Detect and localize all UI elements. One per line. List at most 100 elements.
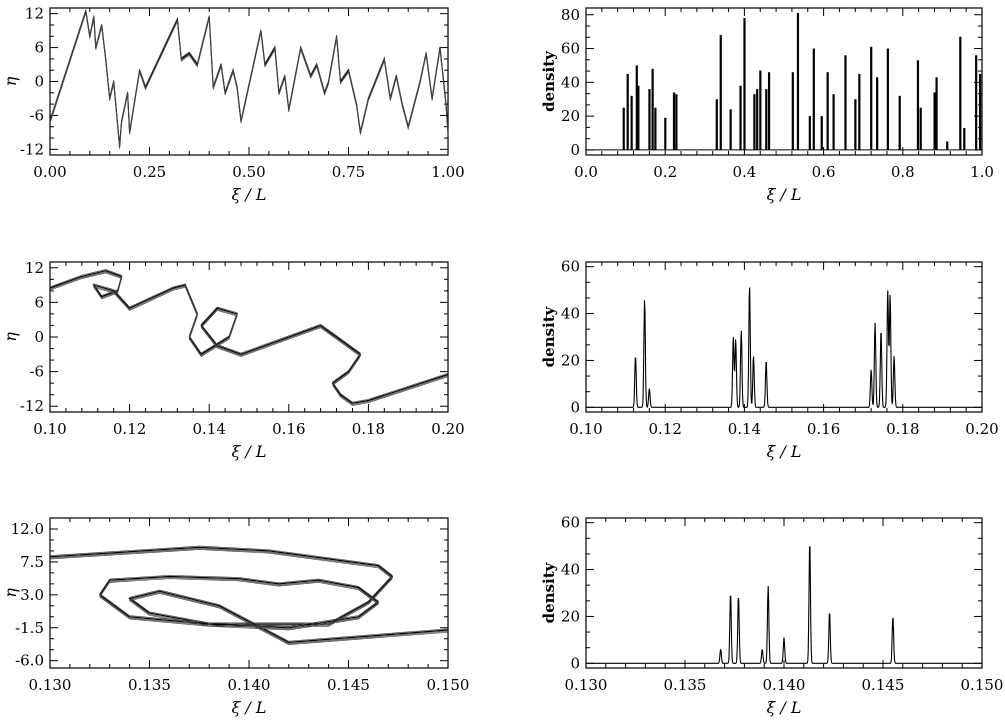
density-full-spike [630,95,633,150]
phase-zoom1-curve [49,269,449,403]
density-zoom2-xtick-label: 0.130 [565,676,608,694]
density-full-spike [886,48,889,150]
density-full-ylabel: density [540,50,558,112]
density-full-ytick-label: 20 [561,107,580,125]
density-full-spike [715,99,718,150]
phase-zoom2-xtick-label: 0.140 [228,676,271,694]
phase-full-ytick-label: 6 [34,39,44,57]
phase-full-ytick-label: 0 [34,73,44,91]
density-zoom2-xtick-label: 0.145 [862,676,905,694]
density-full-spike [756,89,759,150]
density-zoom1-xtick-label: 0.16 [807,420,840,438]
phase-full-curve [49,9,449,146]
phase-zoom1-xtick-label: 0.16 [272,420,305,438]
density-full-xtick-label: 0.0 [574,163,598,181]
phase-zoom1-xtick-label: 0.18 [352,420,385,438]
density-zoom1-ytick-label: 0 [570,398,580,416]
density-full-spike [675,94,678,150]
density-zoom2-xtick-label: 0.140 [763,676,806,694]
density-zoom2-ytick-label: 40 [561,561,580,579]
density-full-ytick-label: 60 [561,40,580,58]
density-full-spike [808,116,811,150]
density-full-spike [664,117,667,150]
phase-full-xtick-label: 0.00 [33,163,66,181]
density-full-spike [635,65,638,150]
density-zoom2-frame [585,517,983,669]
density-full-spike [826,72,829,150]
density-full-ytick-label: 80 [561,6,580,24]
density-full-xtick-label: 0.4 [732,163,756,181]
panel-phase-full: 0.00 0.25 0.50 0.75 1.00 -12 -6 0 6 12 ξ / L η [1,5,465,204]
density-full-spike [812,48,815,150]
phase-full-xtick-label: 1.00 [431,163,464,181]
phase-zoom2-xlabel: ξ / L [232,698,267,717]
density-zoom2-ytick-label: 20 [561,607,580,625]
phase-zoom2-curve [49,549,449,645]
phase-zoom1-curve [49,270,449,404]
phase-full-curve [49,10,449,147]
phase-full-xtick-label: 0.75 [332,163,365,181]
density-zoom1-xlabel: ξ / L [767,442,802,461]
density-full-xtick-label: 1.0 [970,163,994,181]
density-full-spike [832,94,835,150]
density-full-spike [753,94,756,150]
density-full-spike [916,60,920,150]
panel-density-zoom2: 0.130 0.135 0.140 0.145 0.150 0 20 40 60 ξ / L den… [540,514,1003,717]
phase-zoom1-frame [49,261,449,413]
phase-full-ytick-label: -12 [20,140,44,158]
density-full-xlabel: ξ / L [767,185,802,204]
phase-zoom1-ytick-label: -6 [29,363,44,381]
density-zoom1-ytick-label: 60 [561,258,580,276]
density-zoom1-xtick-label: 0.20 [965,420,998,438]
density-full-spike [672,92,676,150]
density-zoom1-xtick-label: 0.10 [569,420,602,438]
phase-zoom1-xtick-label: 0.20 [431,420,464,438]
density-zoom2-ylabel: density [540,561,558,623]
density-full-spike [820,116,823,150]
density-full-spike [759,70,762,150]
density-full-spike [946,141,949,150]
density-full-spike [876,77,879,150]
density-zoom1-ylabel: density [540,305,558,367]
phase-full-ytick-label: -6 [29,106,44,124]
phase-full-xtick-label: 0.25 [133,163,166,181]
density-full-spike [719,35,722,150]
density-full-xtick-label: 0.8 [891,163,915,181]
density-full-spike [935,77,938,150]
density-full-spike [854,99,857,150]
phase-zoom1-xtick-label: 0.10 [33,420,66,438]
density-full-spike [622,107,625,150]
phase-zoom2-xtick-label: 0.150 [427,676,470,694]
density-full-spike [933,92,936,150]
phase-zoom1-ytick-label: 12 [25,259,44,277]
phase-zoom2-xtick-label: 0.135 [128,676,171,694]
phase-full-xlabel: ξ / L [232,185,267,204]
phase-full-curve [49,12,449,149]
panel-density-full: 0.0 0.2 0.4 0.6 0.8 1.0 0 20 40 60 80 ξ / L density [540,6,994,204]
phase-zoom2-frame [49,517,449,669]
phase-zoom1-curve [49,272,449,406]
phase-zoom2-ytick-label: -6.0 [15,652,44,670]
density-zoom1-xtick-label: 0.12 [648,420,681,438]
density-full-spike [791,72,794,150]
panel-density-zoom1: 0.10 0.12 0.14 0.16 0.18 0.20 0 20 40 60 ξ / L dens… [540,258,999,461]
density-zoom1-density-line [586,287,982,409]
density-zoom1-ytick-label: 40 [561,305,580,323]
density-full-spike [765,89,768,150]
density-full-spike [626,73,629,150]
phase-zoom1-ytick-label: 0 [34,328,44,346]
density-full-spike [870,46,873,150]
phase-full-ylabel: η [1,76,20,86]
phase-zoom2-curve [49,548,449,644]
density-full-spike [648,89,651,150]
density-full-spike [963,127,966,150]
phase-zoom2-ytick-label: 7.5 [20,553,44,571]
phase-zoom1-xtick-label: 0.12 [113,420,146,438]
density-zoom2-xtick-label: 0.150 [961,676,1004,694]
density-full-spike [651,68,654,150]
density-full-xtick-label: 0.6 [812,163,836,181]
density-full-frame [585,7,983,156]
density-full-spike [858,73,861,150]
density-zoom2-xtick-label: 0.135 [664,676,707,694]
